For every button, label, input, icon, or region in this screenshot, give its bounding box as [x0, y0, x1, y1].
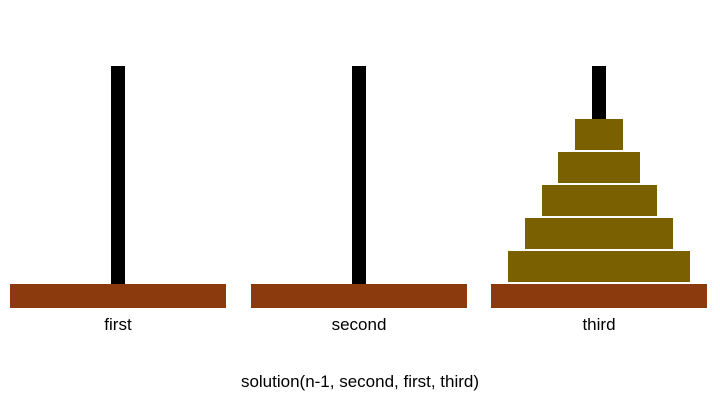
base-third: [491, 284, 707, 308]
peg-second: [352, 66, 366, 284]
peg-first: [111, 66, 125, 284]
disk-third-size-2: [558, 152, 640, 185]
caption: solution(n-1, second, first, third): [240, 372, 480, 391]
base-first: [10, 284, 226, 308]
disk-third-size-1: [575, 119, 623, 152]
disk-third-size-3: [541, 185, 657, 218]
tower-label-third: third: [582, 315, 616, 334]
base-second: [251, 284, 467, 308]
tower-label-second: second: [331, 315, 387, 334]
disk-third-size-4: [524, 218, 674, 251]
tower-label-first: first: [104, 315, 132, 334]
disk-third-size-5: [508, 251, 690, 284]
